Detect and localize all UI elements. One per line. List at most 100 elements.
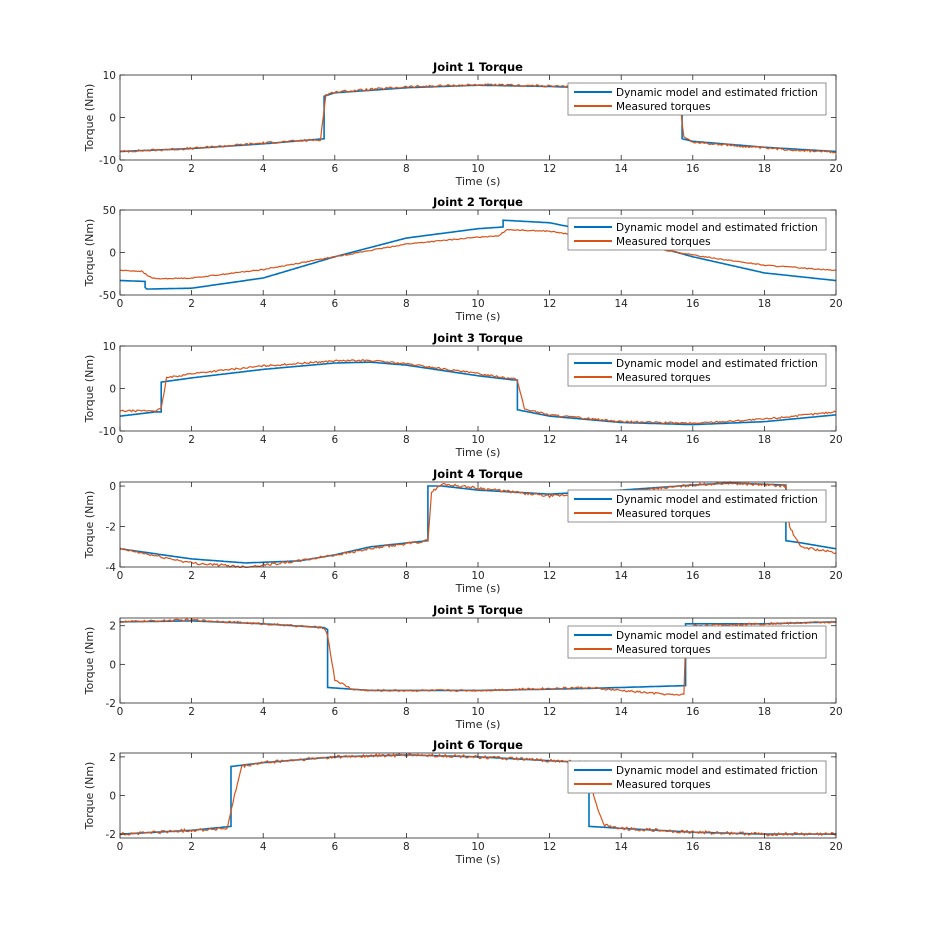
x-axis-label: Time (s) xyxy=(455,310,501,323)
x-tick-label: 8 xyxy=(403,570,410,582)
x-tick-label: 4 xyxy=(260,298,267,310)
y-tick-label: -4 xyxy=(106,562,117,574)
legend-label-model: Dynamic model and estimated friction xyxy=(616,358,818,370)
legend: Dynamic model and estimated friction Meas… xyxy=(567,760,827,794)
y-axis-label: Torque (Nm) xyxy=(83,355,96,424)
x-tick-label: 10 xyxy=(471,841,484,853)
x-tick-label: 6 xyxy=(331,570,338,582)
y-tick-label: 10 xyxy=(103,70,116,82)
x-tick-label: 20 xyxy=(829,706,842,718)
x-tick-label: 14 xyxy=(615,706,629,718)
x-tick-label: 10 xyxy=(471,706,484,718)
x-tick-label: 2 xyxy=(188,434,195,446)
y-tick-label: -2 xyxy=(106,829,116,841)
x-tick-label: 0 xyxy=(117,570,124,582)
x-tick-label: 0 xyxy=(117,298,124,310)
y-axis-label: Torque (Nm) xyxy=(83,627,96,696)
x-axis-label: Time (s) xyxy=(455,718,501,731)
x-tick-label: 4 xyxy=(260,841,267,853)
legend-label-measured: Measured torques xyxy=(616,644,711,656)
x-tick-label: 12 xyxy=(543,298,556,310)
x-tick-label: 12 xyxy=(543,841,556,853)
x-tick-label: 16 xyxy=(686,434,700,446)
y-tick-label: 2 xyxy=(109,621,116,633)
legend-label-model: Dynamic model and estimated friction xyxy=(616,87,818,99)
x-tick-label: 8 xyxy=(403,434,410,446)
y-tick-label: 0 xyxy=(109,659,116,671)
series-line-model xyxy=(120,361,836,426)
x-tick-label: 18 xyxy=(758,706,771,718)
series-line-measured xyxy=(120,618,836,696)
x-tick-label: 2 xyxy=(188,163,195,175)
x-tick-label: 20 xyxy=(829,163,842,175)
chart-title: Joint 3 Torque xyxy=(432,331,523,345)
x-tick-label: 18 xyxy=(758,298,771,310)
x-tick-label: 6 xyxy=(331,434,338,446)
y-tick-label: 0 xyxy=(109,481,116,493)
x-tick-label: 10 xyxy=(471,163,484,175)
chart-title: Joint 5 Torque xyxy=(432,603,523,617)
legend-box xyxy=(567,760,827,794)
x-tick-label: 12 xyxy=(543,163,556,175)
x-tick-label: 16 xyxy=(686,706,700,718)
y-tick-label: -10 xyxy=(99,426,116,438)
x-axis-label: Time (s) xyxy=(455,582,501,595)
x-axis-label: Time (s) xyxy=(455,446,501,459)
x-tick-label: 2 xyxy=(188,570,195,582)
y-tick-label: -2 xyxy=(106,698,116,710)
legend-label-model: Dynamic model and estimated friction xyxy=(616,494,818,506)
x-tick-label: 20 xyxy=(829,841,842,853)
legend-box xyxy=(567,353,827,387)
series-line-model xyxy=(120,482,836,564)
y-tick-label: 0 xyxy=(109,791,116,803)
x-tick-label: 18 xyxy=(758,841,771,853)
legend-label-model: Dynamic model and estimated friction xyxy=(616,765,818,777)
series-line-measured xyxy=(120,752,836,837)
x-tick-label: 2 xyxy=(188,841,195,853)
legend-box xyxy=(567,217,827,251)
x-tick-label: 6 xyxy=(331,841,338,853)
y-tick-label: 10 xyxy=(103,341,116,353)
y-tick-label: -10 xyxy=(99,155,116,167)
chart-title: Joint 4 Torque xyxy=(432,467,523,481)
series-line-measured xyxy=(120,228,836,280)
x-tick-label: 10 xyxy=(471,570,484,582)
x-tick-label: 20 xyxy=(829,434,842,446)
x-tick-label: 14 xyxy=(615,434,629,446)
x-tick-label: 16 xyxy=(686,570,700,582)
y-axis-label: Torque (Nm) xyxy=(83,491,96,560)
x-tick-label: 14 xyxy=(615,163,629,175)
x-axis-label: Time (s) xyxy=(455,175,501,188)
x-tick-label: 12 xyxy=(543,570,556,582)
y-tick-label: 2 xyxy=(109,752,116,764)
legend-label-measured: Measured torques xyxy=(616,101,711,113)
legend-label-measured: Measured torques xyxy=(616,508,711,520)
y-tick-label: 0 xyxy=(109,384,116,396)
y-tick-label: 0 xyxy=(109,248,116,260)
panel-joint-4: 0 2 4 6 8 10 12 14 16 18 20 -4 -2 0 Joint 4 Torque Time… xyxy=(83,467,843,595)
chart-title: Joint 6 Torque xyxy=(432,738,523,752)
x-tick-label: 0 xyxy=(117,706,124,718)
x-axis-label: Time (s) xyxy=(455,853,501,866)
chart-title: Joint 2 Torque xyxy=(432,195,523,209)
legend: Dynamic model and estimated friction Meas… xyxy=(567,217,827,251)
legend-box xyxy=(567,625,827,659)
x-tick-label: 0 xyxy=(117,434,124,446)
legend-box xyxy=(567,82,827,116)
x-tick-label: 16 xyxy=(686,841,700,853)
chart-title: Joint 1 Torque xyxy=(432,60,523,74)
series-line-measured xyxy=(120,359,836,425)
x-tick-label: 6 xyxy=(331,163,338,175)
x-tick-label: 0 xyxy=(117,841,124,853)
x-tick-label: 10 xyxy=(471,434,484,446)
legend-box xyxy=(567,489,827,523)
legend-label-model: Dynamic model and estimated friction xyxy=(616,222,818,234)
x-tick-label: 18 xyxy=(758,434,771,446)
x-tick-label: 2 xyxy=(188,706,195,718)
x-tick-label: 2 xyxy=(188,298,195,310)
x-tick-label: 14 xyxy=(615,298,629,310)
